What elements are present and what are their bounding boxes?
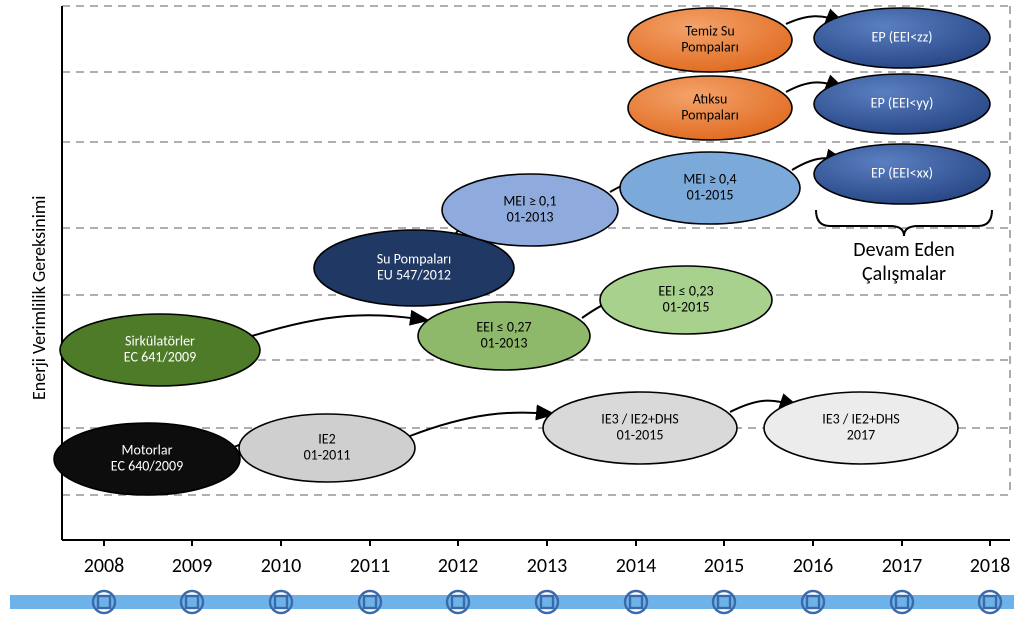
timeline-roadmap: Enerji Verimlilik Gereksinimi Devam Eden… xyxy=(0,0,1024,627)
bubble-circ_base: SirkülatörlerEC 641/2009 xyxy=(60,314,260,386)
brace-label: Devam Eden xyxy=(853,238,954,262)
bubble-label: MEI ≥ 0,4 xyxy=(683,170,736,187)
bubble-ie2: IE201-2011 xyxy=(239,414,415,482)
bubble-label: Pompaları xyxy=(681,106,739,123)
bubble-label: IE3 / IE2+DHS xyxy=(601,410,678,427)
brace xyxy=(816,210,992,236)
year-label: 2010 xyxy=(261,554,302,578)
bubble-label: 2017 xyxy=(847,426,875,443)
bubble-label: Motorlar xyxy=(122,441,173,458)
bubble-label: Atıksu xyxy=(693,90,728,107)
bubble-label: EC 640/2009 xyxy=(111,457,183,474)
bubble-label: Temiz Su xyxy=(685,22,734,39)
bubble-motors_base: MotorlarEC 640/2009 xyxy=(54,423,240,495)
bubble-mei04: MEI ≥ 0,401-2015 xyxy=(620,152,800,224)
bubble-ep_zz: EP (EEI<zz) xyxy=(814,8,990,68)
bubble-label: IE2 xyxy=(318,430,335,447)
bubble-label: 01-2013 xyxy=(507,208,554,225)
year-label: 2015 xyxy=(704,554,745,578)
bubble-ie3_2017: IE3 / IE2+DHS2017 xyxy=(764,392,958,464)
chart-svg: Devam EdenÇalışmalar MotorlarEC 640/2009… xyxy=(0,0,1024,627)
bubble-ep_yy: EP (EEI<yy) xyxy=(814,74,990,134)
year-label: 2013 xyxy=(527,554,568,578)
bubble-label: EEI ≤ 0,27 xyxy=(476,318,531,335)
bubble-ie3_2015: IE3 / IE2+DHS01-2015 xyxy=(543,392,737,464)
year-label: 2016 xyxy=(793,554,834,578)
bubble-label: Su Pompaları xyxy=(377,250,452,267)
bubble-label: 01-2015 xyxy=(663,298,710,315)
bubble-waste_pump: AtıksuPompaları xyxy=(628,76,792,140)
bubble-label: 01-2015 xyxy=(687,186,734,203)
brace-label: Çalışmalar xyxy=(862,262,946,286)
bubble-label: EP (EEI<zz) xyxy=(872,28,933,45)
bubble-eei027: EEI ≤ 0,2701-2013 xyxy=(418,302,590,370)
year-label: 2012 xyxy=(438,554,479,578)
bubble-label: EEI ≤ 0,23 xyxy=(658,282,713,299)
year-label: 2014 xyxy=(616,554,657,578)
bubble-label: EP (EEI<xx) xyxy=(871,164,933,181)
year-label: 2011 xyxy=(350,554,391,578)
year-label: 2009 xyxy=(172,554,213,578)
bubble-label: EU 547/2012 xyxy=(377,266,451,283)
year-label: 2017 xyxy=(882,554,923,578)
connector-arrow xyxy=(410,413,552,436)
bubble-label: 01-2015 xyxy=(617,426,664,443)
bubble-label: Sirkülatörler xyxy=(125,332,195,349)
bubble-label: EP (EEI<yy) xyxy=(871,94,934,111)
bubble-ep_xx: EP (EEI<xx) xyxy=(814,144,990,204)
bubble-label: EC 641/2009 xyxy=(124,348,196,365)
year-label: 2008 xyxy=(84,554,125,578)
bubble-clean_pump: Temiz SuPompaları xyxy=(628,8,792,72)
bubble-label: 01-2011 xyxy=(304,446,351,463)
connector-arrow xyxy=(252,315,426,336)
bubble-label: 01-2013 xyxy=(481,334,528,351)
bubble-label: MEI ≥ 0,1 xyxy=(503,192,556,209)
bubble-label: Pompaları xyxy=(681,38,739,55)
year-label: 2018 xyxy=(970,554,1011,578)
bubble-mei01: MEI ≥ 0,101-2013 xyxy=(442,174,618,246)
bubble-label: IE3 / IE2+DHS xyxy=(822,410,899,427)
bubble-eei023: EEI ≤ 0,2301-2015 xyxy=(600,266,772,334)
